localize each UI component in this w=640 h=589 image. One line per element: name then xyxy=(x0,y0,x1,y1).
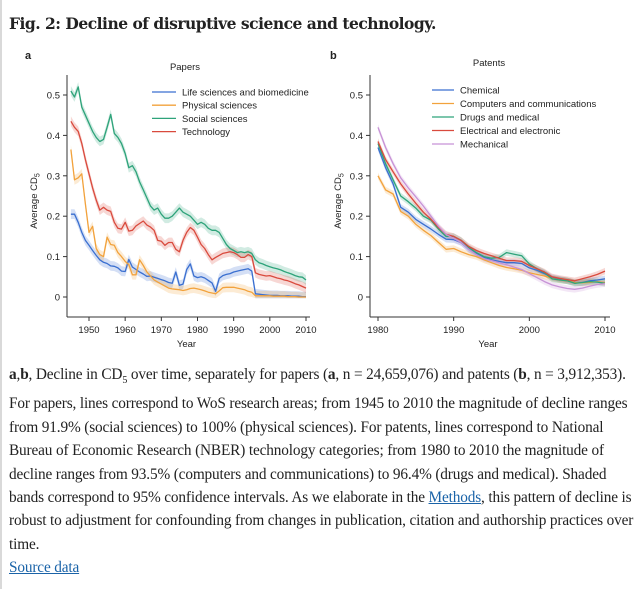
series-line-technology xyxy=(70,120,307,289)
source-data-link[interactable]: Source data xyxy=(9,559,80,577)
legend-label: Social sciences xyxy=(182,114,248,125)
y-tick-label: 0.5 xyxy=(350,91,363,102)
y-tick-label: 0.3 xyxy=(350,171,363,182)
x-axis-label: Year xyxy=(478,339,497,350)
caption-text-2: over time, separately for papers ( xyxy=(127,366,328,383)
x-tick-label: 2010 xyxy=(594,325,615,336)
x-tick-label: 1970 xyxy=(151,325,172,336)
caption-patents-n: , n = 3,912,353). xyxy=(526,366,626,383)
caption-body-end: , this pattern of decline is robust to a… xyxy=(9,489,634,553)
series-line-electrical-and-electronic xyxy=(377,141,606,282)
x-tick-label: 1980 xyxy=(187,325,208,336)
y-tick-label: 0.2 xyxy=(350,212,363,223)
confidence-band xyxy=(378,124,605,293)
y-tick-label: 0.4 xyxy=(350,131,363,142)
y-axis-label: Average CD5 xyxy=(29,173,42,229)
figure-caption: a,b, Decline in CD5 over time, separatel… xyxy=(9,363,634,580)
legend-label: Life sciences and biomedicine xyxy=(182,88,309,99)
confidence-band xyxy=(70,116,307,294)
y-tick-label: 0 xyxy=(358,293,363,304)
caption-papers-n: , n = 24,659,076) and patents ( xyxy=(335,366,519,383)
x-tick-label: 1990 xyxy=(223,325,244,336)
caption-cd-subscript: 5 xyxy=(122,375,128,387)
y-axis-label: Average CD5 xyxy=(333,173,346,229)
methods-link[interactable]: Methods xyxy=(428,489,482,507)
y-axis-label-main: Average CD xyxy=(29,177,40,229)
caption-sep: , xyxy=(16,366,21,383)
y-axis-label-main: Average CD xyxy=(333,177,344,229)
confidence-band xyxy=(378,140,605,287)
series-line-physical-sciences xyxy=(70,149,306,298)
y-tick-label: 0.1 xyxy=(47,252,60,263)
legend-label: Technology xyxy=(182,127,230,138)
panel-b-label: b xyxy=(330,50,337,62)
figure-charts: a b 0 0.1 0.2 0.3 0.4 0.5 1950 1960 1970 1980 1990… xyxy=(25,50,616,350)
panel-a-papers: 0 0.1 0.2 0.3 0.4 0.5 1950 1960 1970 1980 1990 2000… xyxy=(29,62,317,350)
series-line-drugs-and-medical xyxy=(377,143,606,284)
confidence-band xyxy=(70,82,307,285)
caption-text-1: , Decline in CD xyxy=(28,366,123,383)
y-tick-label: 0 xyxy=(55,293,60,304)
legend-label: Drugs and medical xyxy=(460,113,539,124)
confidence-band xyxy=(378,172,605,287)
caption-body: For papers, lines correspond to WoS rese… xyxy=(9,395,628,507)
y-tick-label: 0.3 xyxy=(47,171,60,182)
x-tick-label: 2000 xyxy=(519,325,540,336)
y-tick-label: 0.4 xyxy=(47,131,60,142)
figure-title: Fig. 2: Decline of disruptive science an… xyxy=(9,14,436,33)
y-axis-label-subscript: 5 xyxy=(339,173,346,177)
y-axis-label-subscript: 5 xyxy=(35,173,42,177)
chart-title: Patents xyxy=(473,58,505,69)
y-tick-label: 0.1 xyxy=(350,252,363,263)
legend-label: Electrical and electronic xyxy=(460,126,561,137)
legend-label: Mechanical xyxy=(460,140,508,151)
caption-label-a: a xyxy=(9,366,17,383)
y-tick-label: 0.5 xyxy=(47,91,60,102)
chart-title: Papers xyxy=(170,62,200,73)
series-line-life-sciences-and-biomedicine xyxy=(70,213,306,298)
caption-patents-label: b xyxy=(518,366,527,383)
panel-b-patents: 0 0.1 0.2 0.3 0.4 0.5 1980 1990 2000 2010 Year Aver… xyxy=(333,58,616,350)
x-tick-label: 1980 xyxy=(367,325,388,336)
x-tick-label: 2010 xyxy=(295,325,316,336)
panel-a-label: a xyxy=(25,50,32,62)
legend-label: Physical sciences xyxy=(182,101,257,112)
confidence-band xyxy=(378,144,605,286)
page-left-border xyxy=(0,0,2,589)
x-tick-label: 1990 xyxy=(443,325,464,336)
legend-label: Chemical xyxy=(460,86,500,97)
x-axis-label: Year xyxy=(177,339,196,350)
series-line-mechanical xyxy=(377,127,606,290)
caption-label-b: b xyxy=(20,366,29,383)
x-tick-label: 1960 xyxy=(115,325,136,336)
x-tick-label: 2000 xyxy=(259,325,280,336)
caption-papers-label: a xyxy=(327,366,336,383)
legend-label: Computers and communications xyxy=(460,99,596,110)
x-tick-label: 1950 xyxy=(78,325,99,336)
series-line-social-sciences xyxy=(70,86,307,281)
y-tick-label: 0.2 xyxy=(47,212,60,223)
confidence-band xyxy=(378,138,605,285)
